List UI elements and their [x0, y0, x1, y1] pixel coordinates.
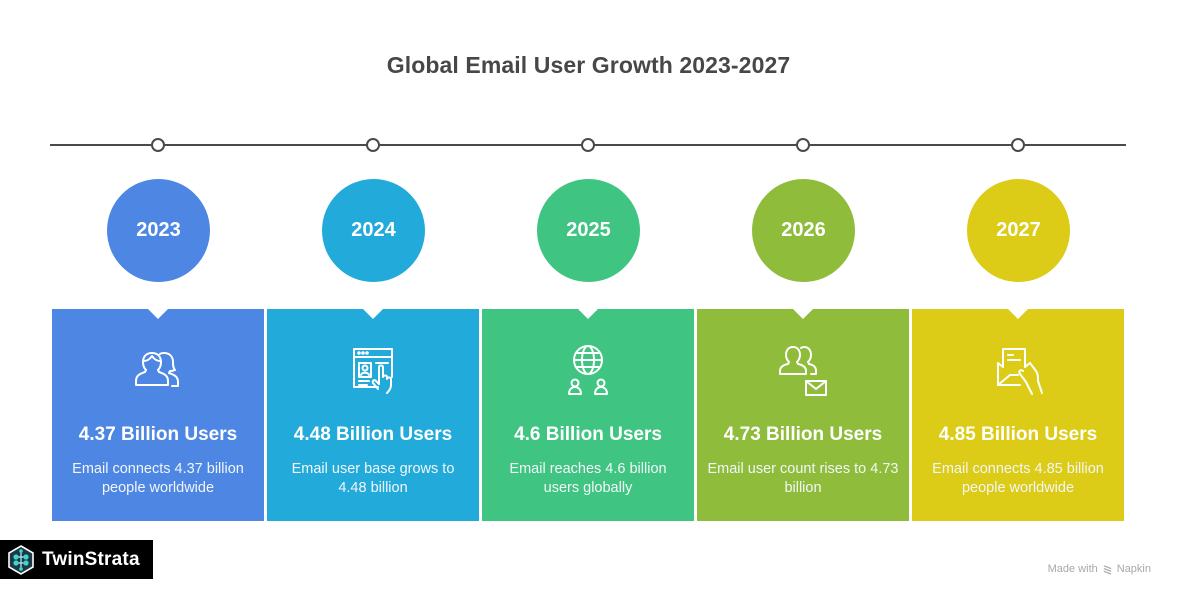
- napkin-icon: [1103, 564, 1112, 575]
- users-envelope-icon: [775, 343, 831, 399]
- timeline-node-2026: [796, 138, 810, 152]
- milestone-card-2023: 4.37 Billion Users Email connects 4.37 b…: [52, 308, 264, 521]
- milestone-description: Email reaches 4.6 billion users globally: [509, 461, 667, 496]
- milestone-card-2024: 4.48 Billion Users Email user base grows…: [267, 308, 479, 521]
- year-badge-2025: 2025: [537, 179, 640, 282]
- timeline-node-2024: [366, 138, 380, 152]
- milestone-description: Email user count rises to 4.73 billion: [707, 461, 899, 496]
- milestone-description: Email user base grows to 4.48 billion: [291, 461, 455, 496]
- twinstrata-logo: TwinStrata: [0, 540, 153, 579]
- milestone-headline: 4.6 Billion Users: [514, 424, 662, 445]
- watermark-prefix: Made with: [1047, 563, 1098, 575]
- timeline-node-2027: [1011, 138, 1025, 152]
- year-badge-2026: 2026: [752, 179, 855, 282]
- milestone-headline: 4.48 Billion Users: [293, 424, 453, 445]
- watermark-brand: Napkin: [1116, 563, 1151, 575]
- timeline-node-2025: [581, 138, 595, 152]
- timeline-node-2023: [151, 138, 165, 152]
- milestone-headline: 4.85 Billion Users: [938, 424, 1098, 445]
- card-notch: [1007, 308, 1029, 319]
- made-with-napkin-watermark: Made with Napkin: [1048, 563, 1151, 575]
- milestone-card-2026: 4.73 Billion Users Email user count rise…: [697, 308, 909, 521]
- logo-text: TwinStrata: [42, 548, 140, 570]
- browser-profile-tap-icon: [345, 343, 401, 399]
- year-badge-2027: 2027: [967, 179, 1070, 282]
- milestone-description: Email connects 4.85 billion people world…: [932, 461, 1104, 496]
- hand-envelope-icon: [990, 343, 1046, 399]
- year-badge-2024: 2024: [322, 179, 425, 282]
- globe-users-icon: [560, 343, 616, 399]
- twinstrata-logo-icon: [8, 544, 34, 575]
- milestone-card-2025: 4.6 Billion Users Email reaches 4.6 bill…: [482, 308, 694, 521]
- milestone-headline: 4.73 Billion Users: [723, 424, 883, 445]
- milestone-description: Email connects 4.37 billion people world…: [72, 461, 244, 496]
- card-notch: [792, 308, 814, 319]
- milestone-card-2027: 4.85 Billion Users Email connects 4.85 b…: [912, 308, 1124, 521]
- card-notch: [577, 308, 599, 319]
- card-notch: [362, 308, 384, 319]
- two-people-icon: [130, 343, 186, 399]
- page-title: Global Email User Growth 2023-2027: [386, 52, 791, 78]
- card-notch: [147, 308, 169, 319]
- year-badge-2023: 2023: [107, 179, 210, 282]
- milestone-headline: 4.37 Billion Users: [78, 424, 238, 445]
